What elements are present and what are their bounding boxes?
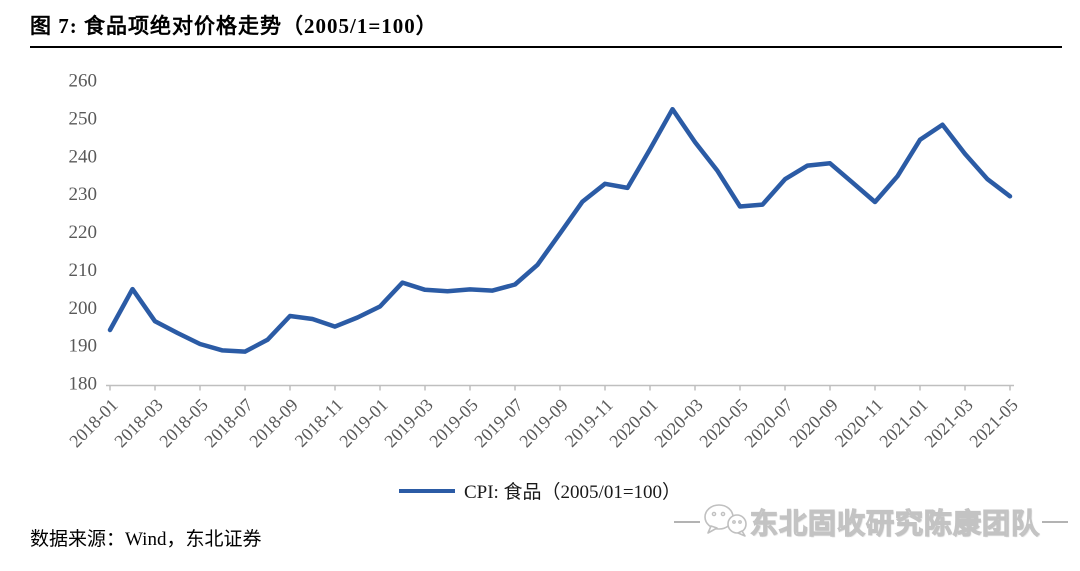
svg-text:2018-07: 2018-07 xyxy=(200,395,257,452)
y-axis-tick-labels: 180 190 200 210 220 230 240 250 260 xyxy=(69,71,98,395)
svg-text:2021-01: 2021-01 xyxy=(875,395,932,452)
svg-text:2020-01: 2020-01 xyxy=(605,395,662,452)
svg-text:180: 180 xyxy=(69,374,98,395)
svg-text:2019-09: 2019-09 xyxy=(515,395,572,452)
svg-text:2020-03: 2020-03 xyxy=(650,395,707,452)
x-axis: 2018-012018-032018-052018-072018-092018-… xyxy=(65,384,1022,452)
chart-legend: CPI: 食品（2005/01=100） xyxy=(0,477,1080,504)
watermark-text: 东北固收研究陈康团队 xyxy=(749,508,1040,540)
watermark-line-right xyxy=(1042,521,1068,523)
svg-text:2020-11: 2020-11 xyxy=(831,395,887,451)
svg-text:2020-07: 2020-07 xyxy=(740,395,797,452)
legend-line-swatch xyxy=(398,488,455,493)
svg-text:190: 190 xyxy=(69,336,98,357)
watermark: 东北固收研究陈康团队 xyxy=(673,502,1068,542)
svg-text:200: 200 xyxy=(69,298,98,319)
data-source: 数据来源：Wind，东北证券 xyxy=(30,529,262,550)
svg-text:2018-11: 2018-11 xyxy=(291,395,347,451)
figure-title: 图 7: 食品项绝对价格走势（2005/1=100） xyxy=(30,14,438,38)
svg-text:2018-03: 2018-03 xyxy=(110,395,167,452)
svg-text:2018-09: 2018-09 xyxy=(245,395,302,452)
svg-text:2019-03: 2019-03 xyxy=(380,395,437,452)
svg-text:2020-09: 2020-09 xyxy=(785,395,842,452)
svg-text:2019-01: 2019-01 xyxy=(335,395,392,452)
series-cpi-food xyxy=(107,106,1013,354)
legend-label: CPI: 食品（2005/01=100） xyxy=(463,482,682,503)
svg-text:220: 220 xyxy=(69,222,98,243)
svg-text:2019-05: 2019-05 xyxy=(425,395,482,452)
svg-text:230: 230 xyxy=(69,184,98,205)
svg-text:210: 210 xyxy=(69,260,98,281)
svg-text:260: 260 xyxy=(69,71,98,92)
wechat-icon xyxy=(704,504,747,537)
svg-text:2018-01: 2018-01 xyxy=(65,395,122,452)
title-underline xyxy=(30,46,1062,48)
svg-text:2021-05: 2021-05 xyxy=(965,395,1022,452)
cpi-food-line-chart: 1801902002102202302402502602018-012018-0… xyxy=(65,71,1022,452)
svg-text:2018-05: 2018-05 xyxy=(155,395,212,452)
svg-text:240: 240 xyxy=(69,146,98,167)
watermark-line-left xyxy=(673,521,700,523)
svg-text:2020-05: 2020-05 xyxy=(695,395,752,452)
svg-text:2019-07: 2019-07 xyxy=(470,395,527,452)
svg-text:250: 250 xyxy=(69,108,98,129)
svg-text:2021-03: 2021-03 xyxy=(920,395,977,452)
svg-text:2019-11: 2019-11 xyxy=(561,395,617,451)
